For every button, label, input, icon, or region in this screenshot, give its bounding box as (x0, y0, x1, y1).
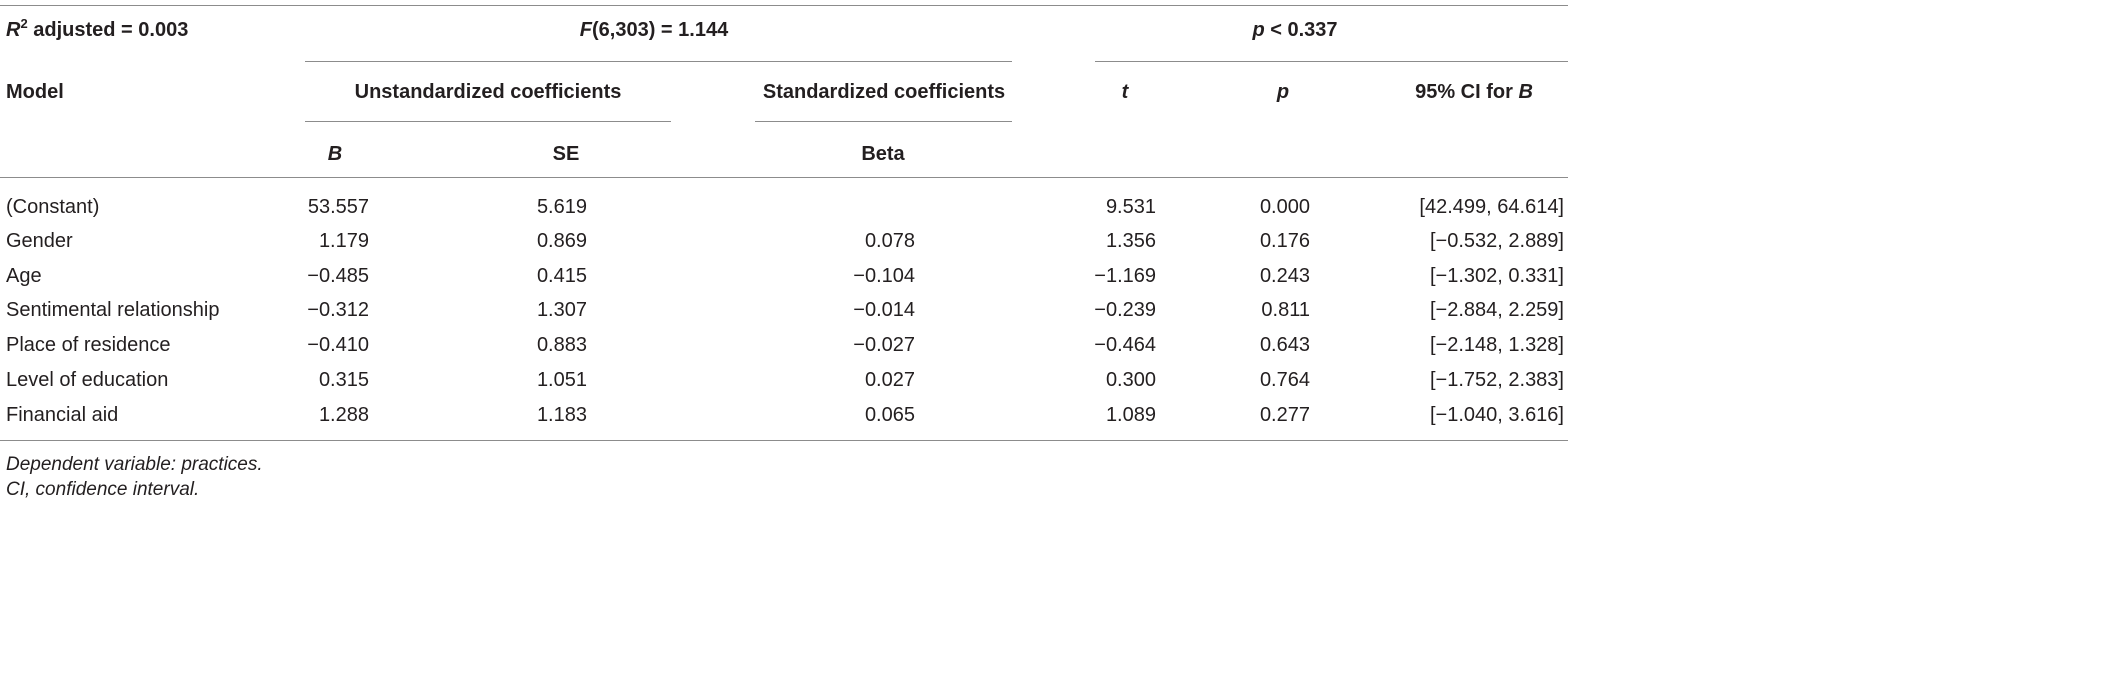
cell-se: 1.051 (536, 369, 587, 391)
header-p: p (1276, 81, 1290, 103)
cell-ci: [−2.148, 1.328] (1429, 334, 1564, 356)
cell-model: Financial aid (6, 404, 119, 426)
cell-t: −0.464 (1094, 334, 1156, 356)
cell-ci: [42.499, 64.614] (1419, 196, 1564, 218)
cell-p: 0.643 (1259, 334, 1310, 356)
cell-beta: 0.065 (864, 404, 915, 426)
cell-model: Gender (6, 230, 73, 252)
cell-se: 1.183 (536, 404, 587, 426)
cell-p: 0.176 (1259, 230, 1310, 252)
p-value-summary: p < 0.337 (1252, 19, 1338, 41)
cell-b: 1.288 (318, 404, 369, 426)
table-bottom-rule (0, 440, 1568, 441)
cell-beta: −0.104 (853, 265, 915, 287)
header-ci: 95% CI for B (1415, 81, 1533, 103)
cell-se: 0.869 (536, 230, 587, 252)
cell-se: 1.307 (536, 299, 587, 321)
cell-t: 1.356 (1105, 230, 1156, 252)
cell-model: Sentimental relationship (6, 299, 220, 321)
header-standardized-coefficients: Standardized coefficients (762, 81, 1006, 103)
cell-p: 0.277 (1259, 404, 1310, 426)
cell-b: 0.315 (318, 369, 369, 391)
cell-p: 0.811 (1261, 299, 1310, 321)
cell-p: 0.000 (1259, 196, 1310, 218)
cell-p: 0.764 (1259, 369, 1310, 391)
f-statistic: F(6,303) = 1.144 (579, 19, 729, 41)
std-underline (755, 121, 1012, 122)
cell-b: −0.410 (307, 334, 369, 356)
cell-beta: 0.027 (864, 369, 915, 391)
cell-p: 0.243 (1259, 265, 1310, 287)
header-bottom-rule (0, 177, 1568, 178)
cell-t: −0.239 (1094, 299, 1156, 321)
cell-t: 0.300 (1105, 369, 1156, 391)
cell-ci: [−2.884, 2.259] (1429, 299, 1564, 321)
cell-t: 1.089 (1105, 404, 1156, 426)
stats-underline-left (305, 61, 1012, 62)
header-se: SE (552, 143, 580, 165)
cell-t: 9.531 (1105, 196, 1156, 218)
cell-beta: 0.078 (864, 230, 915, 252)
cell-t: −1.169 (1094, 265, 1156, 287)
footnote-dependent-variable: Dependent variable: practices. (6, 454, 263, 475)
unstd-underline (305, 121, 671, 122)
cell-model: Level of education (6, 369, 169, 391)
header-unstandardized-coefficients: Unstandardized coefficients (354, 81, 622, 103)
cell-beta: −0.014 (853, 299, 915, 321)
cell-ci: [−1.040, 3.616] (1429, 404, 1564, 426)
cell-beta: −0.027 (853, 334, 915, 356)
cell-b: 53.557 (307, 196, 369, 218)
cell-ci: [−0.532, 2.889] (1429, 230, 1564, 252)
cell-se: 0.415 (536, 265, 587, 287)
cell-ci: [−1.752, 2.383] (1429, 369, 1564, 391)
top-rule (0, 5, 1568, 6)
cell-model: (Constant) (6, 196, 100, 218)
cell-b: −0.485 (307, 265, 369, 287)
header-t: t (1121, 81, 1129, 103)
cell-se: 0.883 (536, 334, 587, 356)
cell-ci: [−1.302, 0.331] (1429, 265, 1564, 287)
r-squared-adjusted: R2 adjusted = 0.003 (6, 16, 189, 41)
cell-b: 1.179 (318, 230, 369, 252)
cell-model: Place of residence (6, 334, 171, 356)
header-b: B (327, 143, 343, 165)
stats-underline-right (1095, 61, 1568, 62)
header-model: Model (6, 81, 64, 103)
footnote-ci-definition: CI, confidence interval. (6, 479, 200, 500)
header-beta: Beta (861, 143, 905, 165)
cell-model: Age (6, 265, 42, 287)
cell-b: −0.312 (307, 299, 369, 321)
cell-se: 5.619 (536, 196, 587, 218)
